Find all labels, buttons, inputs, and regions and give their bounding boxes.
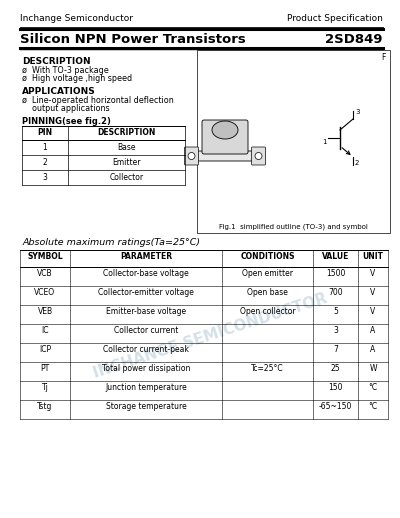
- Text: Tc=25°C: Tc=25°C: [251, 364, 284, 373]
- Text: 2: 2: [355, 160, 359, 166]
- Text: PT: PT: [40, 364, 50, 373]
- Text: V: V: [370, 288, 376, 297]
- Text: Collector-emitter voltage: Collector-emitter voltage: [98, 288, 194, 297]
- Text: Fig.1  simplified outline (TO-3) and symbol: Fig.1 simplified outline (TO-3) and symb…: [219, 223, 368, 229]
- Text: 1: 1: [43, 142, 47, 151]
- Ellipse shape: [212, 121, 238, 139]
- Text: A: A: [370, 345, 376, 354]
- Text: PIN: PIN: [38, 127, 52, 137]
- Text: IC: IC: [41, 326, 49, 335]
- Text: 150: 150: [328, 383, 343, 392]
- Text: PINNING(see fig.2): PINNING(see fig.2): [22, 117, 111, 126]
- Text: ø  High voltage ,high speed: ø High voltage ,high speed: [22, 74, 132, 83]
- Text: DESCRIPTION: DESCRIPTION: [22, 57, 91, 66]
- Text: Base: Base: [117, 142, 136, 151]
- Text: output applications: output applications: [22, 104, 110, 113]
- Text: V: V: [370, 307, 376, 316]
- Circle shape: [188, 152, 195, 160]
- Text: ICP: ICP: [39, 345, 51, 354]
- Text: 1500: 1500: [326, 269, 345, 278]
- Text: W: W: [369, 364, 377, 373]
- Text: ø  Line-operated horizontal deflection: ø Line-operated horizontal deflection: [22, 96, 174, 105]
- Text: 3: 3: [355, 109, 360, 115]
- FancyBboxPatch shape: [184, 147, 198, 165]
- Text: Inchange Semiconductor: Inchange Semiconductor: [20, 14, 133, 23]
- Text: Storage temperature: Storage temperature: [106, 402, 186, 411]
- Text: Open base: Open base: [247, 288, 288, 297]
- Text: 25: 25: [331, 364, 340, 373]
- Text: Junction temperature: Junction temperature: [105, 383, 187, 392]
- Text: Collector current-peak: Collector current-peak: [103, 345, 189, 354]
- Circle shape: [255, 152, 262, 160]
- FancyBboxPatch shape: [196, 151, 254, 161]
- Text: Tstg: Tstg: [37, 402, 53, 411]
- Text: APPLICATIONS: APPLICATIONS: [22, 87, 96, 96]
- Text: INCHANGE SEMICONDUCTOR: INCHANGE SEMICONDUCTOR: [91, 291, 329, 381]
- Text: A: A: [370, 326, 376, 335]
- Text: Total power dissipation: Total power dissipation: [102, 364, 190, 373]
- Text: SYMBOL: SYMBOL: [27, 252, 63, 261]
- Text: Tj: Tj: [42, 383, 48, 392]
- Text: UNIT: UNIT: [362, 252, 384, 261]
- Text: °C: °C: [368, 402, 378, 411]
- Text: CONDITIONS: CONDITIONS: [240, 252, 295, 261]
- Text: Absolute maximum ratings(Ta=25°C): Absolute maximum ratings(Ta=25°C): [22, 238, 200, 247]
- Text: DESCRIPTION: DESCRIPTION: [97, 127, 156, 137]
- Text: VEB: VEB: [38, 307, 52, 316]
- Text: 5: 5: [333, 307, 338, 316]
- Text: VCEO: VCEO: [34, 288, 56, 297]
- Text: Collector: Collector: [110, 172, 144, 181]
- Text: Silicon NPN Power Transistors: Silicon NPN Power Transistors: [20, 33, 246, 46]
- Text: 3: 3: [42, 172, 48, 181]
- FancyBboxPatch shape: [202, 120, 248, 154]
- Text: Collector-base voltage: Collector-base voltage: [103, 269, 189, 278]
- Text: V: V: [370, 269, 376, 278]
- Text: F: F: [382, 52, 386, 62]
- Bar: [197, 50, 390, 233]
- Text: Open emitter: Open emitter: [242, 269, 293, 278]
- Text: 2: 2: [43, 157, 47, 166]
- Text: 7: 7: [333, 345, 338, 354]
- Text: 2SD849: 2SD849: [326, 33, 383, 46]
- Text: VCB: VCB: [37, 269, 53, 278]
- Text: 1: 1: [322, 139, 327, 145]
- FancyBboxPatch shape: [252, 147, 266, 165]
- Text: °C: °C: [368, 383, 378, 392]
- Text: VALUE: VALUE: [322, 252, 349, 261]
- Text: Emitter: Emitter: [112, 157, 141, 166]
- Text: -65~150: -65~150: [319, 402, 352, 411]
- Text: Collector current: Collector current: [114, 326, 178, 335]
- Text: ø  With TO-3 package: ø With TO-3 package: [22, 66, 109, 75]
- Text: 3: 3: [333, 326, 338, 335]
- Text: Product Specification: Product Specification: [287, 14, 383, 23]
- Text: PARAMETER: PARAMETER: [120, 252, 172, 261]
- Text: Emitter-base voltage: Emitter-base voltage: [106, 307, 186, 316]
- Text: Open collector: Open collector: [240, 307, 295, 316]
- Text: 700: 700: [328, 288, 343, 297]
